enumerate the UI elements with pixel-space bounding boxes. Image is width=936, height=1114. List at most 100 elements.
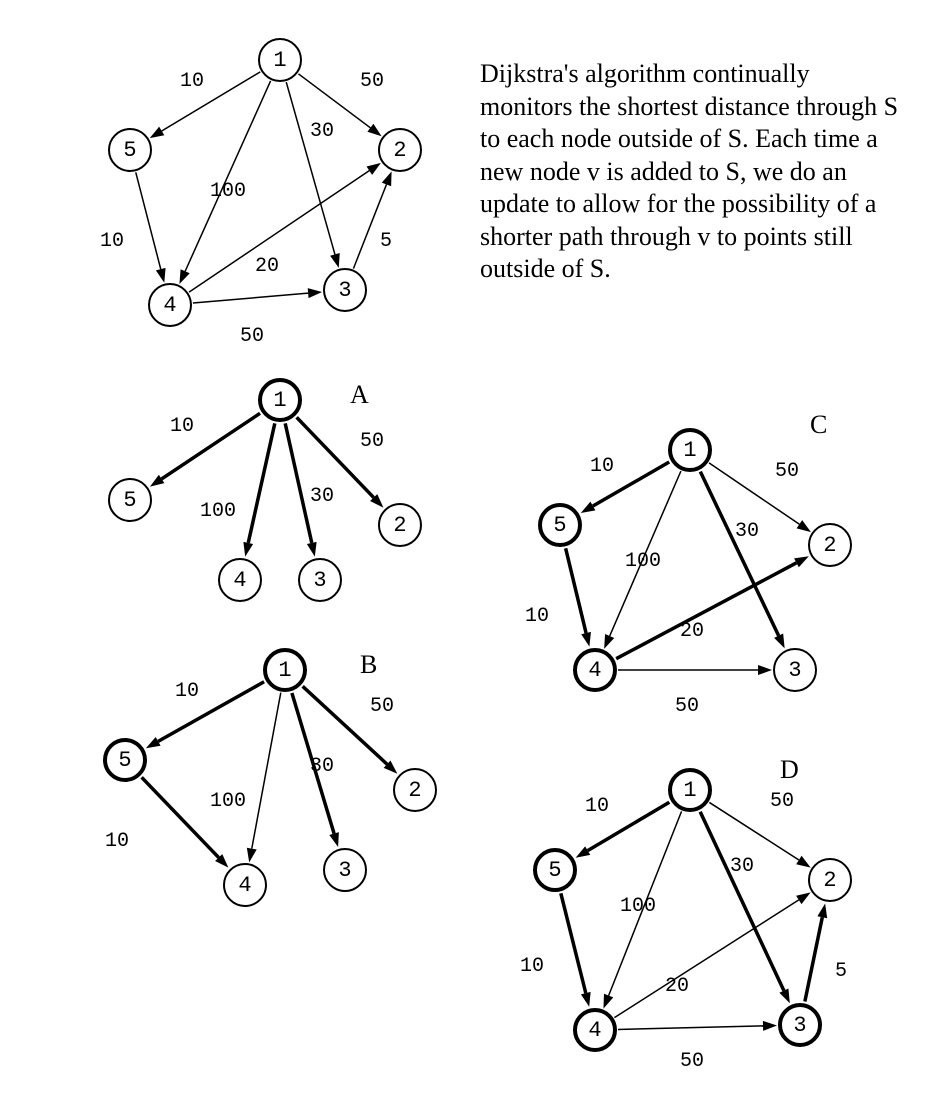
arrowhead-1-3: [774, 634, 785, 649]
arrowhead-4-3: [763, 1021, 777, 1031]
panel-label-C: C: [810, 410, 827, 440]
arrowhead-4-3: [308, 288, 322, 298]
node-4: 4: [573, 1008, 617, 1052]
edge-weight-1-4: 100: [625, 550, 661, 573]
edge-weight-1-3: 30: [735, 520, 759, 543]
edge-1-4: [248, 423, 275, 542]
panel-label-D: D: [780, 755, 799, 785]
edge-weight-4-2: 20: [255, 255, 279, 278]
edge-weight-1-5: 10: [180, 70, 204, 93]
node-3: 3: [323, 848, 367, 892]
arrowhead-1-5: [146, 737, 161, 748]
node-3: 3: [323, 268, 367, 312]
graph-panel-A: 10503010012345A: [70, 370, 430, 630]
edge-weight-1-4: 100: [210, 180, 246, 203]
panel-label-A: A: [350, 380, 369, 410]
arrowhead-1-2: [367, 124, 381, 136]
edge-3-2: [353, 184, 386, 268]
edge-weight-4-3: 50: [240, 325, 264, 348]
arrowhead-4-3: [758, 665, 772, 675]
edge-1-3: [700, 812, 784, 991]
arrowhead-1-5: [150, 127, 165, 138]
arrowhead-1-4: [179, 269, 189, 284]
node-3: 3: [773, 648, 817, 692]
edge-weight-5-4: 10: [105, 830, 129, 853]
node-2: 2: [378, 128, 422, 172]
edge-weight-1-2: 50: [360, 70, 384, 93]
edge-5-4: [142, 777, 219, 857]
edge-3-2: [805, 917, 822, 1001]
edge-weight-1-4: 100: [620, 895, 656, 918]
edge-4-2: [616, 563, 796, 659]
node-3: 3: [298, 558, 342, 602]
arrowhead-1-2: [796, 856, 810, 868]
node-5: 5: [103, 738, 147, 782]
edge-weight-1-5: 10: [590, 455, 614, 478]
edge-weight-5-4: 10: [520, 955, 544, 978]
arrowhead-5-4: [581, 632, 591, 647]
node-1: 1: [668, 768, 712, 812]
node-5: 5: [108, 128, 152, 172]
node-5: 5: [533, 848, 577, 892]
edge-4-3: [193, 293, 308, 303]
arrowhead-3-2: [382, 171, 392, 186]
arrowhead-4-2: [367, 163, 381, 175]
edge-weight-1-5: 10: [175, 680, 199, 703]
node-1: 1: [668, 428, 712, 472]
arrowhead-1-4: [604, 634, 614, 649]
edge-weight-1-3: 30: [310, 485, 334, 508]
edge-1-3: [285, 423, 312, 542]
edge-weight-4-2: 20: [680, 620, 704, 643]
arrowhead-3-2: [817, 904, 827, 919]
edge-weight-1-2: 50: [770, 790, 794, 813]
edge-weight-1-2: 50: [370, 695, 394, 718]
description-text: Dijkstra's algorithm continually monitor…: [480, 58, 900, 286]
node-2: 2: [808, 523, 852, 567]
graph-panel-base: 10 50 30 100 10 50 20 5 1 2 3 4 5: [70, 30, 430, 350]
arrowhead-1-4: [247, 848, 257, 863]
edge-4-3: [618, 1026, 763, 1030]
node-5: 5: [108, 478, 152, 522]
node-4: 4: [223, 863, 267, 907]
edge-weight-5-4: 10: [525, 605, 549, 628]
node-4: 4: [573, 648, 617, 692]
arrowhead-1-3: [307, 542, 317, 557]
edge-weight-3-2: 5: [380, 230, 392, 253]
arrowhead-1-2: [797, 520, 811, 532]
edge-weight-1-3: 30: [730, 855, 754, 878]
edge-1-3: [700, 472, 778, 636]
node-4: 4: [148, 283, 192, 327]
arrowhead-1-3: [779, 988, 789, 1003]
graph-panel-D: 105030100105020512345D: [490, 750, 870, 1080]
arrowhead-4-2: [794, 556, 809, 567]
arrowhead-4-2: [796, 892, 810, 904]
edge-weight-5-4: 10: [100, 230, 124, 253]
arrowhead-5-4: [156, 268, 166, 283]
edge-weight-4-3: 50: [675, 695, 699, 718]
arrowhead-1-4: [243, 542, 253, 557]
edge-weight-1-4: 100: [210, 790, 246, 813]
graph-panel-C: 10503010010502012345C: [490, 410, 870, 720]
edge-5-4: [136, 172, 161, 269]
arrowhead-1-3: [329, 832, 339, 847]
node-4: 4: [218, 558, 262, 602]
arrowhead-1-3: [330, 253, 340, 268]
edge-weight-4-3: 50: [680, 1050, 704, 1073]
figure-canvas: Dijkstra's algorithm continually monitor…: [20, 20, 916, 1094]
edge-weight-1-2: 50: [775, 460, 799, 483]
edge-weight-1-5: 10: [170, 415, 194, 438]
arrowhead-1-5: [581, 502, 596, 513]
node-1: 1: [258, 378, 302, 422]
node-2: 2: [393, 768, 437, 812]
edge-1-5: [162, 72, 261, 131]
node-1: 1: [263, 648, 307, 692]
edge-weight-4-2: 20: [665, 975, 689, 998]
edge-weight-1-3: 30: [310, 120, 334, 143]
edge-1-4: [252, 693, 281, 849]
edge-weight-1-5: 10: [585, 795, 609, 818]
panel-label-B: B: [360, 650, 377, 680]
node-1: 1: [258, 38, 302, 82]
edge-1-5: [158, 682, 264, 742]
edge-5-4: [561, 893, 586, 993]
edge-weight-1-4: 100: [200, 500, 236, 523]
